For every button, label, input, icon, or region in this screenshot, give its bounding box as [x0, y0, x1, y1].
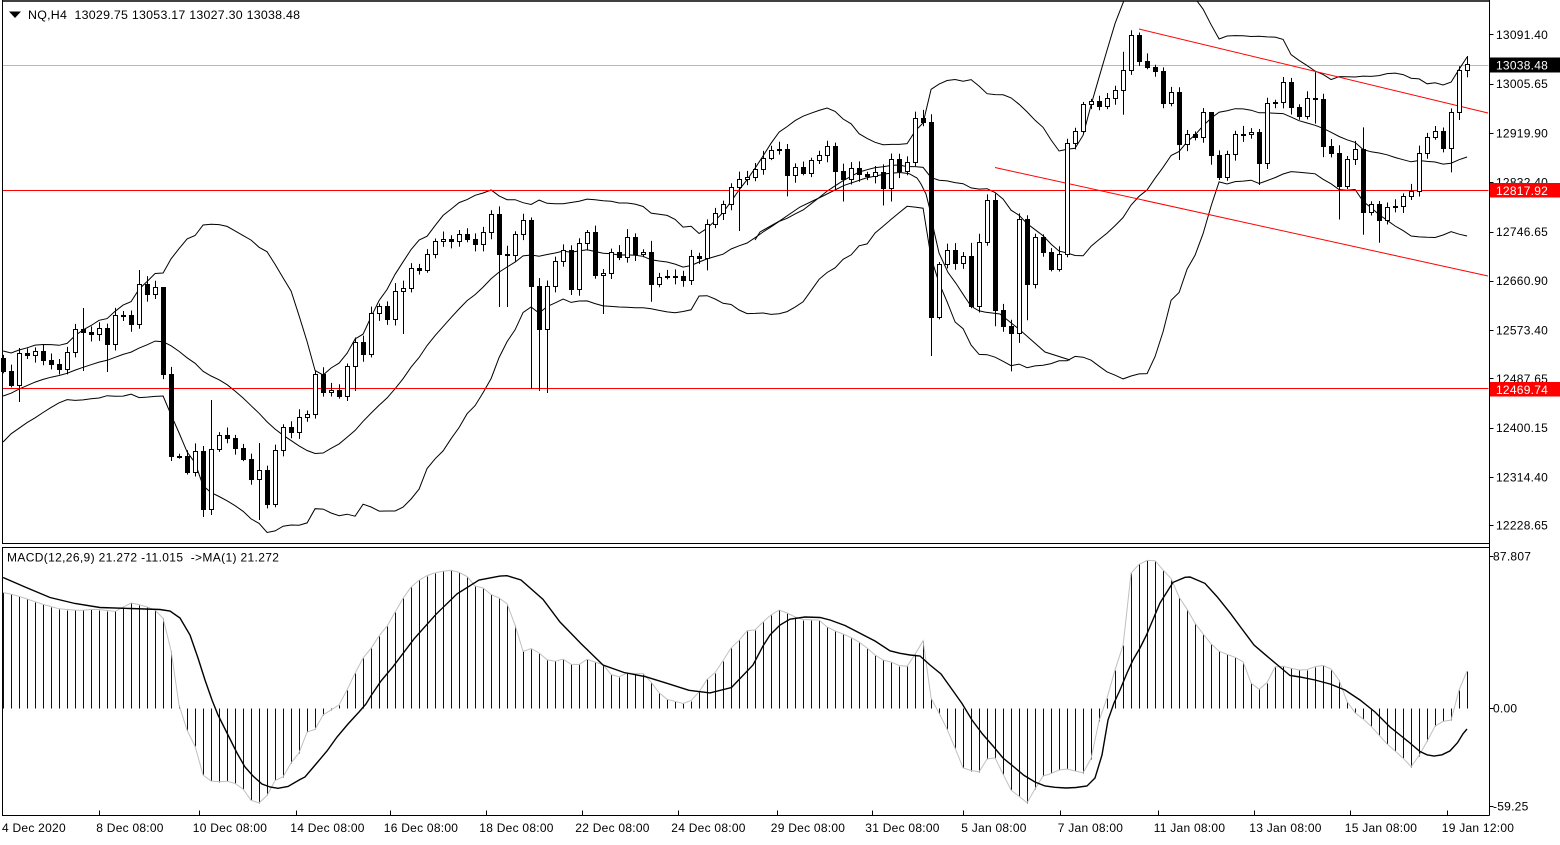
svg-text:8 Dec 08:00: 8 Dec 08:00: [96, 821, 164, 835]
svg-text:10 Dec 08:00: 10 Dec 08:00: [193, 821, 267, 835]
svg-text:12573.40: 12573.40: [1496, 324, 1548, 338]
svg-text:87.807: 87.807: [1493, 550, 1531, 564]
svg-text:4 Dec 2020: 4 Dec 2020: [2, 821, 66, 835]
svg-text:13038.48: 13038.48: [1496, 59, 1548, 73]
svg-text:12469.74: 12469.74: [1496, 383, 1548, 397]
svg-text:MACD(12,26,9) 21.272 -11.015: MACD(12,26,9) 21.272 -11.015 ->MA(1) 21.…: [7, 551, 279, 565]
svg-text:-59.25: -59.25: [1493, 800, 1529, 814]
svg-text:14 Dec 08:00: 14 Dec 08:00: [290, 821, 364, 835]
svg-text:29 Dec 08:00: 29 Dec 08:00: [771, 821, 845, 835]
svg-text:12817.92: 12817.92: [1496, 184, 1548, 198]
svg-text:5 Jan 08:00: 5 Jan 08:00: [961, 821, 1027, 835]
svg-text:12746.65: 12746.65: [1496, 225, 1548, 239]
svg-text:13005.65: 13005.65: [1496, 77, 1548, 91]
svg-text:NQ,H4 13029.75 13053.17 13027: NQ,H4 13029.75 13053.17 13027.30 13038.4…: [28, 8, 300, 22]
svg-text:16 Dec 08:00: 16 Dec 08:00: [384, 821, 458, 835]
svg-text:13 Jan 08:00: 13 Jan 08:00: [1249, 821, 1321, 835]
svg-text:12400.15: 12400.15: [1496, 421, 1548, 435]
svg-text:24 Dec 08:00: 24 Dec 08:00: [671, 821, 745, 835]
svg-text:12228.65: 12228.65: [1496, 519, 1548, 533]
svg-text:7 Jan 08:00: 7 Jan 08:00: [1058, 821, 1124, 835]
svg-text:19 Jan 12:00: 19 Jan 12:00: [1442, 821, 1514, 835]
svg-text:0.00: 0.00: [1493, 702, 1517, 716]
svg-text:12314.40: 12314.40: [1496, 470, 1548, 484]
svg-text:18 Dec 08:00: 18 Dec 08:00: [479, 821, 553, 835]
svg-text:11 Jan 08:00: 11 Jan 08:00: [1154, 821, 1226, 835]
svg-text:12919.90: 12919.90: [1496, 127, 1548, 141]
svg-text:31 Dec 08:00: 31 Dec 08:00: [865, 821, 939, 835]
svg-text:22 Dec 08:00: 22 Dec 08:00: [575, 821, 649, 835]
svg-text:12660.90: 12660.90: [1496, 274, 1548, 288]
svg-text:13091.40: 13091.40: [1496, 28, 1548, 42]
svg-text:15 Jan 08:00: 15 Jan 08:00: [1345, 821, 1417, 835]
